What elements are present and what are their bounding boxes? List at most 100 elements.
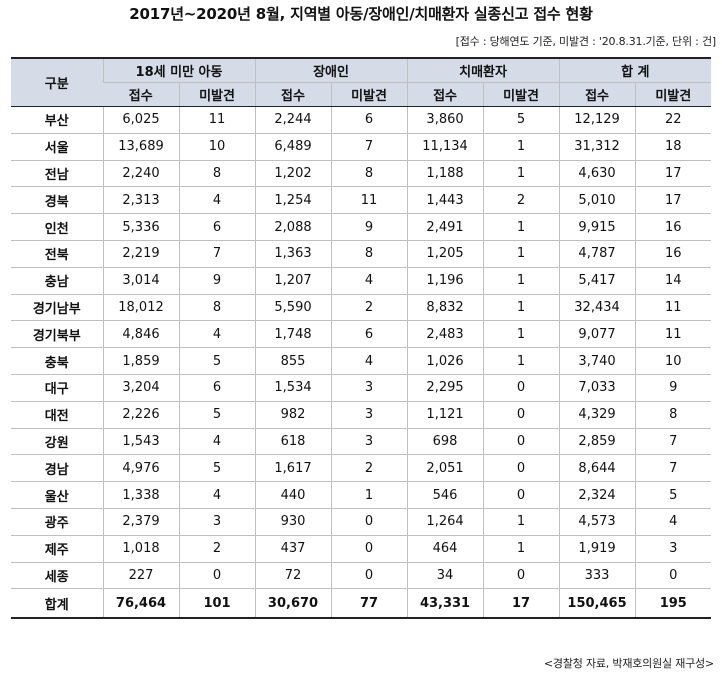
table-cell: 7	[330, 133, 408, 161]
table-cell: 3	[330, 374, 408, 402]
region-label: 서울	[11, 133, 103, 161]
table-cell: 5,417	[558, 267, 636, 295]
table-cell: 1,363	[254, 240, 332, 268]
table-row: 충북 1,859 5 855 4 1,026 1 3,740 10	[11, 347, 712, 375]
region-label: 충남	[11, 267, 103, 295]
region-label: 경북	[11, 186, 103, 215]
region-label: 대구	[11, 374, 103, 402]
table-cell: 2,088	[254, 213, 332, 241]
table-cell: 2	[330, 294, 408, 322]
table-cell: 2,483	[406, 320, 484, 349]
table-cell: 76,464	[102, 588, 179, 620]
table-cell: 2	[482, 186, 560, 215]
table-row: 강원 1,543 4 618 3 698 0 2,859 7	[11, 428, 712, 456]
table-cell: 11	[634, 294, 712, 322]
region-label: 부산	[11, 106, 103, 134]
table-cell: 7,033	[558, 374, 636, 402]
total-label: 합계	[11, 588, 103, 620]
header-row-groups: 구분 18세 미만 아동 장애인 치매환자 합 계	[11, 57, 712, 107]
table-cell: 5	[178, 401, 256, 429]
table-row: 경기남부 18,012 8 5,590 2 8,832 1 32,434 11	[11, 294, 712, 322]
table-cell: 17	[634, 160, 712, 188]
table-cell: 2,859	[558, 428, 636, 456]
table-cell: 1	[482, 240, 560, 268]
region-label: 충북	[11, 347, 103, 375]
table-cell: 72	[254, 562, 332, 590]
region-label: 경남	[11, 454, 103, 483]
table-cell: 1,026	[406, 347, 484, 375]
table-cell: 8	[330, 240, 408, 268]
table-cell: 11,134	[406, 133, 484, 161]
table-row: 울산 1,338 4 440 1 546 0 2,324 5	[11, 481, 712, 509]
table-cell: 9,915	[558, 213, 636, 241]
table-cell: 0	[482, 481, 560, 509]
table-cell: 1	[330, 481, 408, 509]
table-cell: 3	[178, 508, 256, 536]
table-cell: 31,312	[558, 133, 636, 161]
table-cell: 16	[634, 213, 712, 241]
table-cell: 5	[178, 347, 256, 375]
table-row: 서울 13,689 10 6,489 7 11,134 1 31,312 18	[11, 133, 712, 161]
table-cell: 698	[406, 428, 484, 456]
table-cell: 1,534	[254, 374, 332, 402]
table-cell: 0	[482, 562, 560, 590]
table-cell: 4,630	[558, 160, 636, 188]
table-cell: 8,832	[406, 294, 484, 322]
table-cell: 440	[254, 481, 332, 509]
table-cell: 3	[330, 428, 408, 456]
table-cell: 2,324	[558, 481, 636, 509]
table-cell: 7	[178, 240, 256, 268]
table-cell: 0	[482, 401, 560, 429]
group-header-children: 18세 미만 아동	[102, 57, 256, 83]
table-cell: 1,338	[102, 481, 179, 509]
table-cell: 5	[482, 106, 560, 134]
table-cell: 1	[482, 160, 560, 188]
table-cell: 0	[482, 374, 560, 402]
table-cell: 3,740	[558, 347, 636, 375]
table-cell: 3,014	[102, 267, 179, 295]
table-cell: 11	[634, 320, 712, 349]
region-label: 경기남부	[11, 294, 103, 322]
table-cell: 1	[482, 320, 560, 349]
table-cell: 10	[178, 133, 256, 161]
region-label: 전남	[11, 160, 103, 188]
region-label: 강원	[11, 428, 103, 456]
table-cell: 1,202	[254, 160, 332, 188]
corner-header: 구분	[11, 57, 103, 107]
subheader: 미발견	[330, 82, 408, 107]
table-cell: 1,443	[406, 186, 484, 215]
table-cell: 101	[178, 588, 256, 620]
table-cell: 3,204	[102, 374, 179, 402]
table-cell: 6,489	[254, 133, 332, 161]
table-cell: 2	[178, 535, 256, 563]
table-cell: 150,465	[558, 588, 636, 620]
subheader: 접수	[254, 82, 332, 107]
table-cell: 14	[634, 267, 712, 295]
table-cell: 1,196	[406, 267, 484, 295]
table-cell: 9,077	[558, 320, 636, 349]
subheader: 접수	[406, 82, 484, 107]
table-cell: 6	[330, 106, 408, 134]
subheader: 접수	[103, 82, 179, 107]
table-row: 부산 6,025 11 2,244 6 3,860 5 12,129 22	[11, 106, 712, 134]
group-header-disabled: 장애인	[254, 57, 408, 83]
table-cell: 13,689	[102, 133, 179, 161]
table-cell: 2	[330, 454, 408, 483]
table-cell: 77	[330, 588, 408, 620]
table-cell: 34	[406, 562, 484, 590]
table-cell: 1,748	[254, 320, 332, 349]
table-cell: 1	[482, 294, 560, 322]
table-cell: 11	[178, 106, 256, 134]
table-cell: 5	[634, 481, 712, 509]
table-cell: 8	[178, 160, 256, 188]
table-cell: 9	[634, 374, 712, 402]
table-cell: 2,491	[406, 213, 484, 241]
table-cell: 7	[634, 454, 712, 483]
table-cell: 1,018	[102, 535, 179, 563]
table-cell: 2,219	[102, 240, 179, 268]
table-cell: 1,188	[406, 160, 484, 188]
total-row: 합계 76,464 101 30,670 77 43,331 17 150,46…	[11, 588, 712, 620]
table-cell: 2,051	[406, 454, 484, 483]
table-cell: 1	[482, 213, 560, 241]
table-cell: 1	[482, 267, 560, 295]
